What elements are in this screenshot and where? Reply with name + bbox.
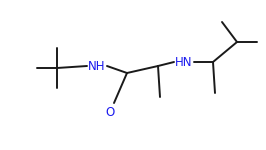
Text: O: O	[105, 105, 115, 118]
Text: NH: NH	[88, 60, 106, 72]
Text: HN: HN	[175, 56, 193, 69]
